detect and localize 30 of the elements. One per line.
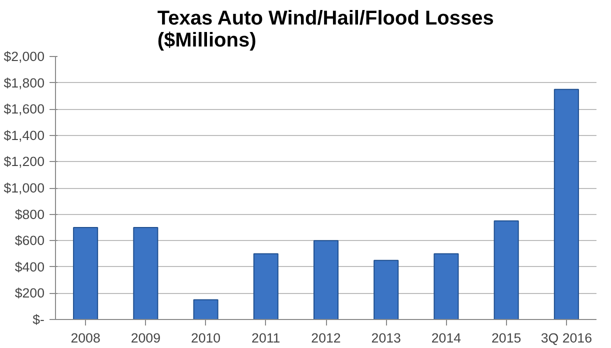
chart-title: Texas Auto Wind/Hail/Flood Losses ($Millions)	[157, 8, 494, 52]
bar	[73, 226, 98, 320]
y-tick-label: $400	[14, 259, 45, 274]
x-tick-label: 2015	[492, 330, 522, 346]
bar	[133, 226, 158, 320]
x-tick-label: 2011	[252, 330, 280, 346]
x-tick-label: 2008	[70, 330, 100, 346]
bar	[554, 88, 579, 320]
bar	[193, 299, 218, 320]
x-tick-label: 2013	[371, 330, 401, 346]
y-tick-label: $200	[14, 286, 45, 301]
y-tick-label: $-	[32, 312, 45, 327]
y-tick-label: $1,000	[4, 180, 44, 196]
x-tick-label: 2012	[311, 330, 341, 346]
x-tick-label: 3Q 2016	[540, 330, 592, 346]
y-tick-label: $1,200	[4, 154, 44, 170]
y-tick-label: $1,800	[4, 75, 44, 90]
y-tick-label: $1,600	[4, 102, 44, 117]
bar	[374, 260, 399, 320]
x-tick-label: 2014	[431, 330, 462, 346]
y-tick-label: $800	[14, 206, 45, 222]
bar	[494, 220, 519, 320]
bar	[313, 240, 339, 320]
bar	[434, 253, 459, 320]
bar	[253, 253, 278, 320]
y-tick-label: $2,000	[4, 49, 44, 64]
x-tick-label: 2010	[190, 330, 221, 346]
y-tick-label: $1,400	[4, 128, 44, 143]
x-tick-label: 2009	[130, 330, 160, 346]
y-tick-label: $600	[14, 233, 45, 248]
